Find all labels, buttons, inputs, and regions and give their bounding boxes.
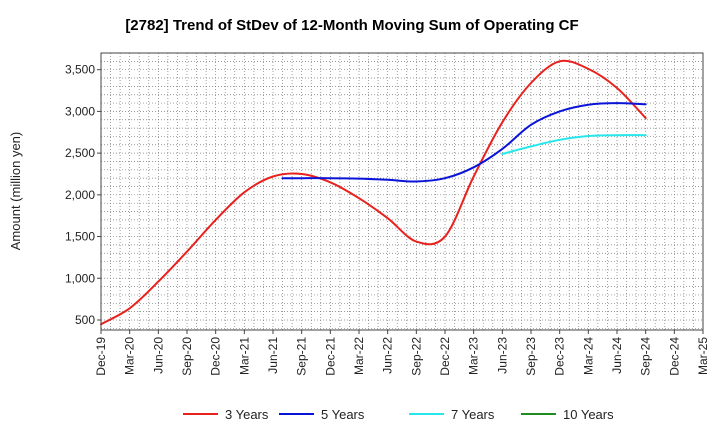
x-tick-label: Sep-22	[409, 337, 423, 376]
series-line-7-years	[501, 134, 647, 155]
x-tick-label: Jun-20	[151, 337, 165, 374]
legend-item-3-years: 3 Years	[183, 407, 269, 422]
chart-title: [2782] Trend of StDev of 12-Month Moving…	[125, 17, 578, 34]
y-tick-label: 1,500	[65, 230, 95, 244]
x-tick-label: Dec-21	[323, 337, 337, 376]
x-tick-label: Mar-24	[581, 337, 595, 375]
plot-frame	[100, 52, 704, 331]
y-tick-label: 500	[75, 313, 95, 327]
legend-label-7-years: 7 Years	[451, 407, 495, 422]
x-tick-label: Mar-22	[352, 337, 366, 375]
x-tick-label: Dec-20	[209, 337, 223, 376]
x-tick-label: Dec-23	[553, 337, 567, 376]
x-tick-label: Mar-21	[237, 337, 251, 375]
legend-item-7-years: 7 Years	[409, 407, 495, 422]
x-tick-label: Dec-19	[94, 337, 108, 376]
x-tick-label: Sep-24	[639, 337, 653, 376]
y-tick-label: 3,000	[65, 104, 95, 118]
y-tick-label: 3,500	[65, 63, 95, 77]
legend-label-3-years: 3 Years	[225, 407, 269, 422]
legend-label-10-years: 10 Years	[563, 407, 614, 422]
legend-item-5-years: 5 Years	[279, 407, 365, 422]
y-axis-label: Amount (million yen)	[8, 132, 23, 251]
series-line-3-years	[100, 59, 647, 326]
y-tick-label: 1,000	[65, 271, 95, 285]
grid	[101, 53, 703, 330]
x-axis: Dec-19 Mar-20 Jun-20 Sep-20 Dec-20 Mar-21 Jun-…	[94, 330, 710, 376]
legend: 3 Years 5 Years 7 Years 10 Years	[183, 407, 614, 422]
legend-label-5-years: 5 Years	[321, 407, 365, 422]
x-tick-label: Mar-25	[696, 337, 710, 375]
plot-area	[101, 53, 703, 330]
legend-item-10-years: 10 Years	[521, 407, 614, 422]
x-tick-label: Dec-22	[438, 337, 452, 376]
x-tick-label: Jun-21	[266, 337, 280, 374]
x-tick-label: Jun-22	[381, 337, 395, 374]
x-tick-label: Jun-23	[495, 337, 509, 374]
x-tick-label: Sep-20	[180, 337, 194, 376]
x-tick-label: Jun-24	[610, 337, 624, 374]
x-tick-label: Sep-23	[524, 337, 538, 376]
x-tick-label: Mar-23	[467, 337, 481, 375]
x-tick-label: Sep-21	[295, 337, 309, 376]
y-axis: 500 1,000 1,500 2,000 2,500 3,000 3,500	[65, 63, 101, 327]
y-tick-label: 2,500	[65, 146, 95, 160]
x-tick-label: Dec-24	[667, 337, 681, 376]
series-lines	[100, 59, 647, 326]
series-line-5-years	[281, 102, 647, 183]
x-tick-label: Mar-20	[123, 337, 137, 375]
y-tick-label: 2,000	[65, 188, 95, 202]
